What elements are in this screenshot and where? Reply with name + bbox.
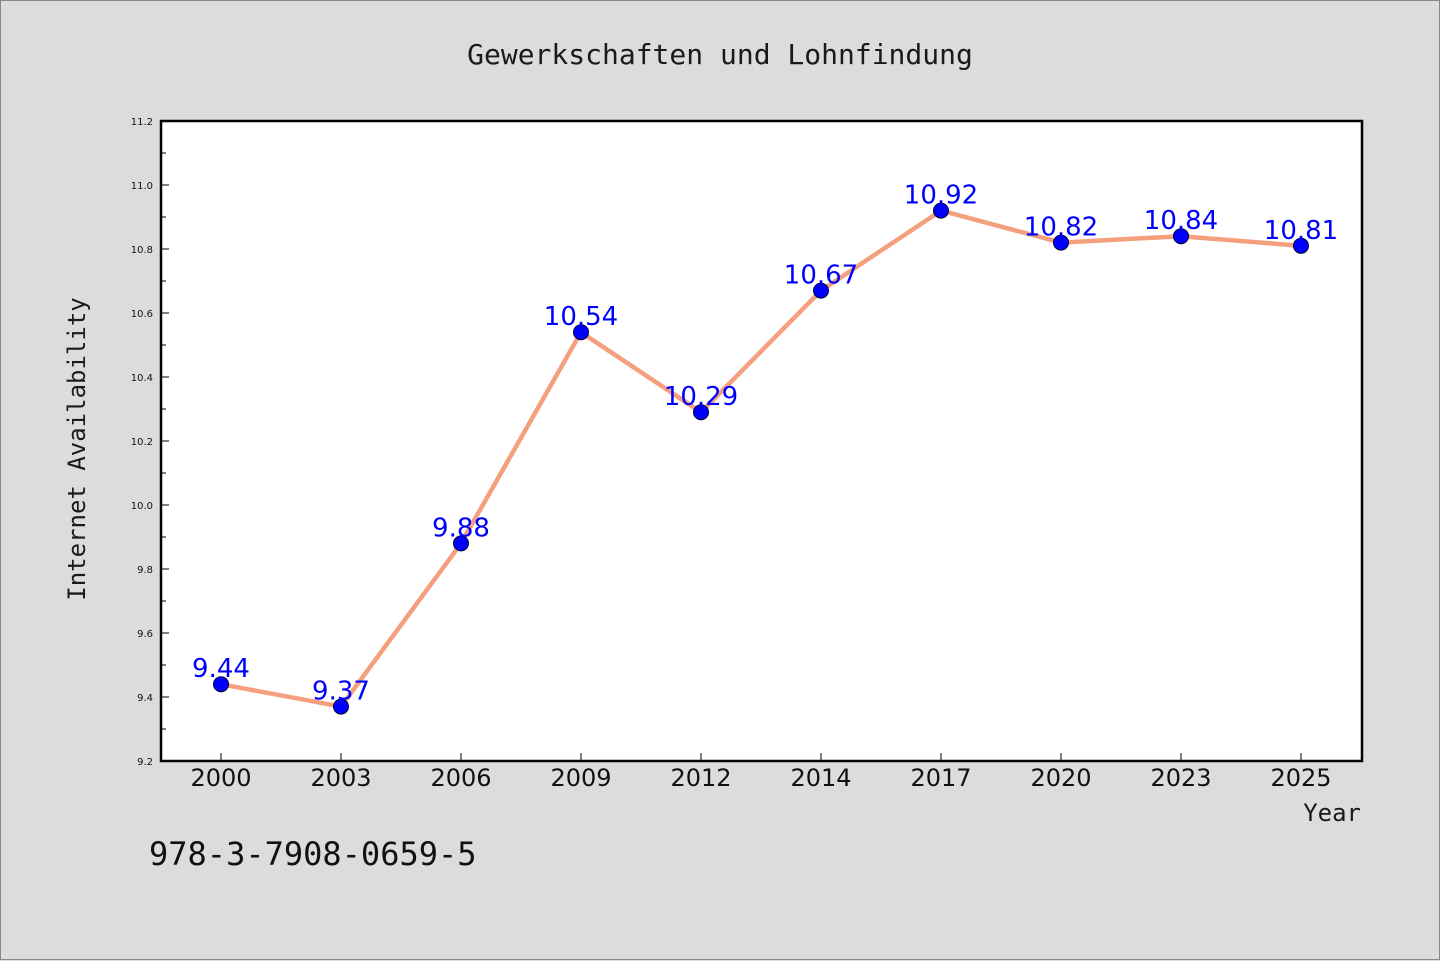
y-tick-label: 10.8 — [131, 245, 153, 256]
x-tick-label: 2000 — [190, 764, 251, 792]
data-point-marker — [213, 676, 229, 693]
data-value-label: 10.54 — [544, 302, 618, 332]
y-tick-label: 9.2 — [137, 757, 153, 768]
y-tick-label: 9.6 — [137, 629, 153, 640]
y-axis: 9.2 9.4 9.6 9.8 10.0 10.2 10.4 10.6 10.8 11.0 11.2 — [131, 117, 169, 768]
x-tick-label: 2003 — [310, 764, 371, 792]
x-tick-label: 2014 — [790, 764, 851, 792]
data-value-label: 9.44 — [192, 654, 250, 684]
data-point-marker — [573, 324, 589, 341]
x-tick-label: 2020 — [1030, 764, 1091, 792]
y-tick-label: 10.4 — [131, 373, 153, 384]
y-tick-label: 9.4 — [137, 693, 153, 704]
data-point-marker — [693, 404, 709, 421]
data-value-label: 10.92 — [904, 181, 978, 211]
y-tick-label: 11.0 — [131, 181, 153, 192]
x-tick-label: 2025 — [1270, 764, 1331, 792]
series-line — [218, 208, 1304, 709]
data-point-marker — [1293, 237, 1309, 254]
x-axis: 2000 2003 2006 2009 2012 2014 2017 2020 2023 2025 — [190, 753, 1332, 792]
data-value-label: 10.29 — [664, 382, 738, 412]
plot-area — [159, 119, 1364, 763]
data-point-marker — [813, 282, 829, 299]
x-tick-label: 2017 — [910, 764, 971, 792]
y-tick-label: 10.6 — [131, 309, 153, 320]
x-tick-label: 2009 — [550, 764, 611, 792]
y-axis-title: Internet Availability — [63, 297, 91, 600]
series-layer: 9.44 9.37 9.88 10.54 10.29 10.67 10.92 10.82 10.… — [192, 181, 1338, 715]
x-axis-title: Year — [1303, 799, 1361, 827]
data-value-label: 9.37 — [312, 677, 370, 707]
data-value-label: 10.81 — [1264, 216, 1338, 246]
chart-title: Gewerkschaften und Lohnfindung — [467, 38, 973, 71]
x-tick-label: 2012 — [670, 764, 731, 792]
isbn-footer-text: 978-3-7908-0659-5 — [149, 835, 477, 873]
data-value-label: 9.88 — [432, 513, 490, 543]
y-tick-label: 10.2 — [131, 437, 153, 448]
y-tick-label: 11.2 — [131, 117, 153, 128]
y-tick-label: 10.0 — [131, 501, 153, 512]
x-tick-label: 2023 — [1150, 764, 1211, 792]
data-point-marker — [453, 535, 469, 552]
data-point-marker — [933, 202, 949, 219]
y-tick-label: 9.8 — [137, 565, 153, 576]
data-value-label: 10.84 — [1144, 206, 1218, 236]
data-point-marker — [1173, 228, 1189, 245]
data-point-marker — [333, 698, 349, 715]
data-value-label: 10.82 — [1024, 213, 1098, 243]
x-tick-label: 2006 — [430, 764, 491, 792]
data-value-label: 10.67 — [784, 261, 858, 291]
data-point-marker — [1053, 234, 1069, 251]
